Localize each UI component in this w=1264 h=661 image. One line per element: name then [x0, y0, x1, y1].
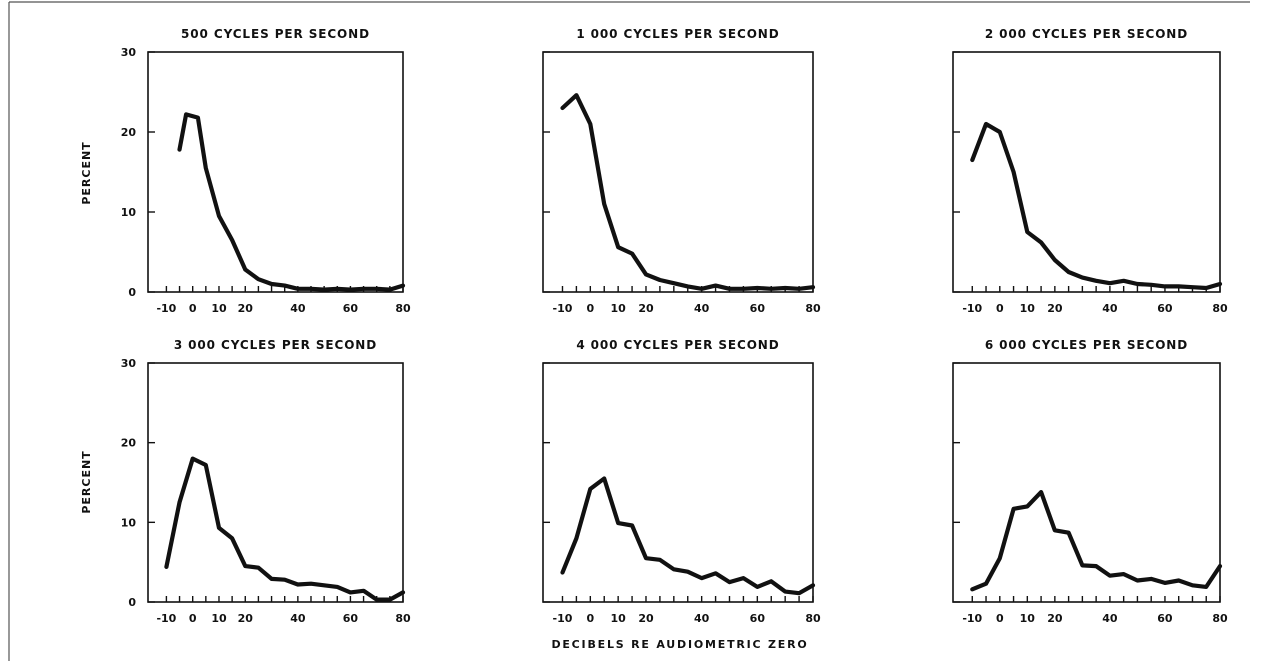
- plot-frame: [542, 362, 814, 603]
- x-tick-label: 40: [694, 302, 710, 315]
- panel-title: 2 000 CYCLES PER SECOND: [985, 27, 1188, 41]
- x-tick-label: 40: [1102, 302, 1118, 315]
- x-tick-label: 20: [638, 612, 654, 625]
- x-tick-label: 10: [610, 302, 626, 315]
- panel-title: 6 000 CYCLES PER SECOND: [985, 338, 1188, 352]
- x-tick-label: -10: [553, 612, 573, 625]
- x-tick-label: 40: [694, 612, 710, 625]
- y-tick-label: 20: [121, 437, 137, 450]
- panel-title: 3 000 CYCLES PER SECOND: [174, 338, 377, 352]
- data-line: [970, 490, 1223, 592]
- x-tick-label: 20: [638, 302, 654, 315]
- x-tick-label: 40: [290, 302, 306, 315]
- x-tick-label: -10: [553, 302, 573, 315]
- x-tick-label: 10: [1020, 612, 1036, 625]
- panel-title: 4 000 CYCLES PER SECOND: [576, 338, 779, 352]
- x-tick-label: 0: [189, 302, 197, 315]
- y-tick-label: 0: [128, 286, 136, 299]
- chart-panel: 1 000 CYCLES PER SECOND -10 0 10 20 40 60 80: [542, 27, 821, 315]
- data-line: [560, 476, 816, 596]
- data-line: [177, 112, 406, 292]
- x-tick-label: -10: [156, 612, 176, 625]
- x-tick-label: -10: [962, 612, 982, 625]
- panel-title: 500 CYCLES PER SECOND: [181, 27, 370, 41]
- chart-panel: 3 000 CYCLES PER SECOND 0 10 20 30 -10 0 10 20 40…: [121, 338, 411, 625]
- x-tick-label: -10: [962, 302, 982, 315]
- x-tick-label: 0: [996, 302, 1004, 315]
- x-tick-label: -10: [156, 302, 176, 315]
- y-axis-label-bottom-row: PERCENT: [80, 450, 93, 513]
- x-tick-label: 10: [211, 302, 227, 315]
- x-tick-label: 80: [805, 612, 821, 625]
- x-axis-label: DECIBELS RE AUDIOMETRIC ZERO: [551, 638, 808, 651]
- x-tick-label: 60: [1157, 612, 1173, 625]
- plot-frame: [952, 51, 1221, 293]
- chart-panel: 6 000 CYCLES PER SECOND -10 0 10 20 40 60 80: [952, 338, 1228, 625]
- plot-frame: [147, 362, 404, 603]
- chart-panel: 4 000 CYCLES PER SECOND -10 0 10 20 40 60 80: [542, 338, 821, 625]
- x-tick-label: 0: [189, 612, 197, 625]
- x-tick-label: 80: [1212, 612, 1228, 625]
- y-axis-label-top-row: PERCENT: [80, 141, 93, 204]
- x-tick-label: 80: [395, 302, 411, 315]
- x-tick-label: 60: [750, 302, 766, 315]
- y-tick-label: 10: [121, 206, 137, 219]
- x-tick-label: 40: [290, 612, 306, 625]
- chart-panels: 500 CYCLES PER SECOND 0 10 20 30 -10 0 10 20 40 60…: [121, 27, 1228, 625]
- panel-title: 1 000 CYCLES PER SECOND: [576, 27, 779, 41]
- plot-frame: [952, 362, 1221, 603]
- x-tick-label: 20: [1047, 612, 1063, 625]
- x-tick-label: 0: [586, 612, 594, 625]
- x-tick-label: 0: [586, 302, 594, 315]
- plot-frame: [147, 51, 404, 293]
- y-tick-label: 10: [121, 516, 137, 529]
- plot-frame: [542, 51, 814, 293]
- x-tick-label: 0: [996, 612, 1004, 625]
- x-tick-label: 20: [238, 612, 254, 625]
- x-tick-label: 20: [1047, 302, 1063, 315]
- y-tick-label: 30: [121, 46, 137, 59]
- chart-panel: 500 CYCLES PER SECOND 0 10 20 30 -10 0 10 20 40 60…: [121, 27, 411, 315]
- x-tick-label: 10: [610, 612, 626, 625]
- x-tick-label: 80: [805, 302, 821, 315]
- x-tick-label: 80: [395, 612, 411, 625]
- x-tick-label: 60: [1157, 302, 1173, 315]
- x-tick-label: 60: [343, 612, 359, 625]
- x-tick-label: 20: [238, 302, 254, 315]
- x-tick-label: 80: [1212, 302, 1228, 315]
- y-tick-label: 20: [121, 126, 137, 139]
- data-line: [970, 121, 1223, 291]
- x-tick-label: 60: [750, 612, 766, 625]
- x-tick-label: 60: [343, 302, 359, 315]
- x-tick-label: 40: [1102, 612, 1118, 625]
- data-line: [560, 93, 816, 291]
- x-tick-label: 10: [1020, 302, 1036, 315]
- x-tick-label: 10: [211, 612, 227, 625]
- y-tick-label: 0: [128, 596, 136, 609]
- y-tick-label: 30: [121, 357, 137, 370]
- data-line: [164, 456, 406, 602]
- chart-panel: 2 000 CYCLES PER SECOND -10 0 10 20 40 60 80: [952, 27, 1228, 315]
